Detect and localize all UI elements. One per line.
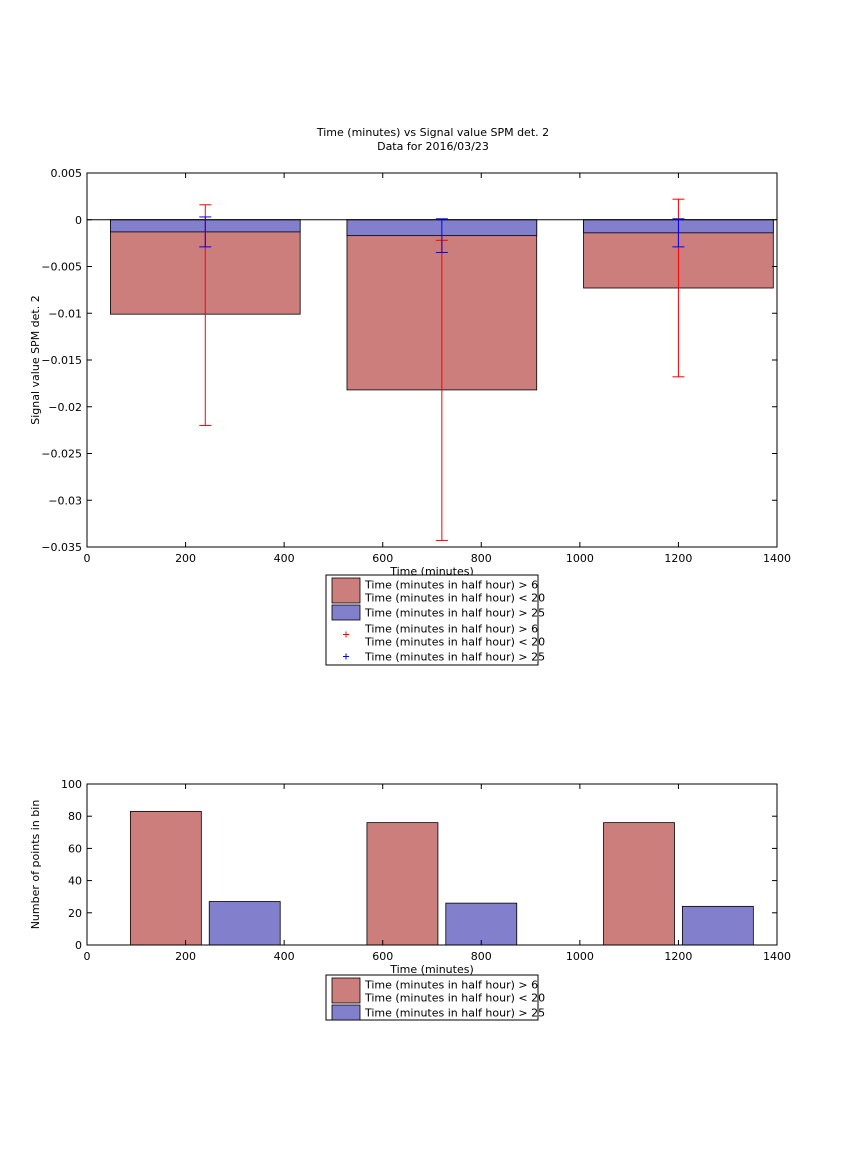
legend-label: Time (minutes in half hour) > 25 [364,651,545,664]
x-tick-label: 1200 [664,950,692,963]
chart-points-in-bin: 0 200 400 600 800 1000 1200 1400 0 20 40 60 80 100 Tim… [29,778,791,1021]
x-tick-label: 600 [372,950,393,963]
legend-label: Time (minutes in half hour) > 6 [364,579,538,592]
y-tick-label: −0.02 [48,401,82,414]
legend-label: Time (minutes in half hour) < 20 [364,636,545,649]
legend-label: Time (minutes in half hour) < 20 [364,992,545,1005]
y-tick-label: 60 [68,842,82,855]
y-tick-label: 0 [75,214,82,227]
y-tick-label: −0.01 [48,307,82,320]
x-tick-label: 400 [274,950,295,963]
y-axis-label: Signal value SPM det. 2 [29,295,42,425]
legend-label: Time (minutes in half hour) > 25 [364,607,545,620]
x-tick-label: 400 [274,552,295,565]
y-tick-label: −0.005 [41,261,82,274]
legend-swatch [331,1004,361,1021]
y-tick-label: −0.015 [41,354,82,367]
legend-box [325,974,539,1021]
chart-subtitle: Data for 2016/03/23 [377,140,489,153]
legend-swatch [331,977,361,1004]
y-tick-label: 0.005 [51,167,83,180]
bar [129,810,202,946]
bar [603,822,675,946]
error-bar [435,218,448,253]
x-tick-label: 600 [372,552,393,565]
chart-signal-value: Time (minutes) vs Signal value SPM det. … [29,126,791,666]
x-tick-label: 1400 [763,950,791,963]
x-tick-label: 1000 [566,950,594,963]
legend-box [325,574,539,666]
x-tick-label: 1200 [664,552,692,565]
x-tick-label: 0 [84,552,91,565]
y-axis-label: Number of points in bin [29,800,42,930]
y-tick-label: 100 [61,778,82,791]
y-tick-label: −0.025 [41,448,82,461]
error-bar [199,216,212,248]
x-tick-label: 800 [471,552,492,565]
y-tick-label: −0.03 [48,494,82,507]
legend-swatch [331,604,361,621]
legend-label: Time (minutes in half hour) > 6 [364,623,538,636]
bar [366,822,439,946]
x-tick-label: 200 [175,552,196,565]
error-bar [672,218,685,248]
chart-title: Time (minutes) vs Signal value SPM det. … [316,126,549,139]
bar [208,901,281,946]
plot-area-frame [86,783,778,946]
x-tick-label: 1400 [763,552,791,565]
y-tick-label: 20 [68,907,82,920]
x-axis-label: Time (minutes) [389,963,474,976]
y-tick-label: 80 [68,810,82,823]
y-tick-label: 40 [68,875,82,888]
y-tick-label: −0.035 [41,541,82,554]
y-tick-label: 0 [75,939,82,952]
bars [129,810,754,946]
bar [681,905,754,946]
legend-swatch [331,577,361,604]
x-tick-label: 200 [175,950,196,963]
x-tick-label: 1000 [566,552,594,565]
legend-label: Time (minutes in half hour) < 20 [364,592,545,605]
legend-label: Time (minutes in half hour) > 6 [364,979,538,992]
x-tick-label: 800 [471,950,492,963]
x-tick-label: 0 [84,950,91,963]
bar [445,902,518,946]
legend-label: Time (minutes in half hour) > 25 [364,1007,545,1020]
